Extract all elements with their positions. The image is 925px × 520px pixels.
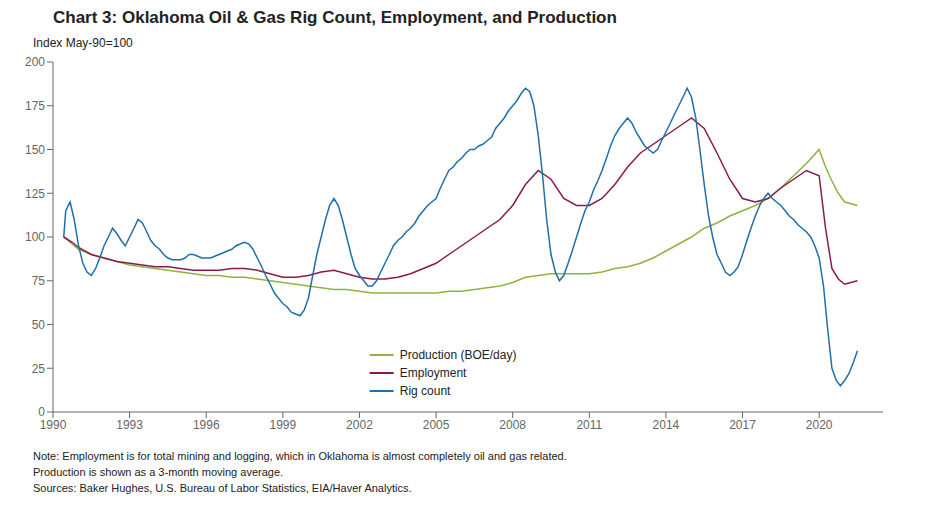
svg-text:100: 100 — [25, 230, 45, 244]
html-text:Chart 3: Oklahoma Oil & Gas Ri: Chart 3: Oklahoma Oil & Gas Rig Count, E… — [53, 8, 617, 27]
html-text:Employment: Employment — [399, 366, 467, 380]
svg-text:1999: 1999 — [269, 418, 296, 432]
svg-text:125: 125 — [25, 187, 45, 201]
html-text:Production is shown as a 3-mon: Production is shown as a 3-month moving … — [33, 466, 284, 478]
svg-text:0: 0 — [38, 405, 45, 419]
svg-text:1996: 1996 — [193, 418, 220, 432]
html-text:Index May-90=100: Index May-90=100 — [33, 36, 133, 50]
html-text:Production (BOE/day): Production (BOE/day) — [399, 348, 517, 362]
html-text:Rig count: Rig count — [399, 384, 451, 398]
svg-text:2005: 2005 — [423, 418, 450, 432]
svg-text:2020: 2020 — [806, 418, 833, 432]
svg-text:2008: 2008 — [499, 418, 526, 432]
svg-text:150: 150 — [25, 143, 45, 157]
svg-text:25: 25 — [32, 362, 46, 376]
svg-text:1990: 1990 — [40, 418, 67, 432]
svg-text:75: 75 — [32, 274, 46, 288]
svg-text:2002: 2002 — [346, 418, 373, 432]
svg-text:175: 175 — [25, 99, 45, 113]
svg-text:1993: 1993 — [116, 418, 143, 432]
svg-text:2017: 2017 — [729, 418, 756, 432]
svg-text:200: 200 — [25, 55, 45, 69]
svg-text:50: 50 — [32, 318, 46, 332]
svg-text:2014: 2014 — [653, 418, 680, 432]
html-text:Note: Employment is for total: Note: Employment is for total mining and… — [33, 450, 567, 462]
html-text:Sources: Baker Hughes, U.S. Bu: Sources: Baker Hughes, U.S. Bureau of La… — [33, 482, 412, 494]
svg-text:2011: 2011 — [576, 418, 602, 432]
